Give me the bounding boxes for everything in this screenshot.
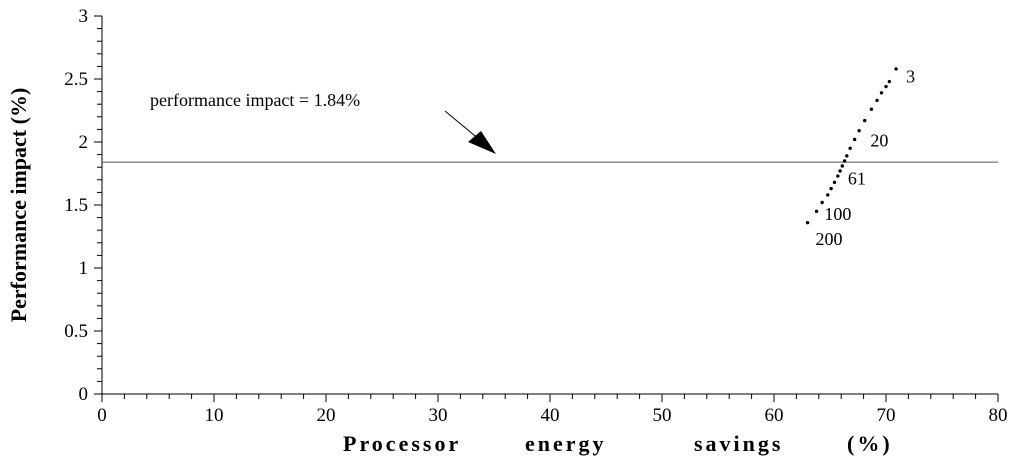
x-axis-label-word: (%) [847, 431, 893, 456]
data-point [853, 138, 856, 141]
y-tick-label: 3 [79, 6, 89, 27]
x-tick-label: 30 [429, 405, 448, 426]
data-point [863, 119, 866, 122]
x-tick-label: 40 [541, 405, 560, 426]
data-point [888, 80, 891, 83]
annotation-arrow-head [468, 131, 496, 154]
annotation-label: performance impact = 1.84% [150, 90, 360, 110]
data-point [857, 129, 860, 132]
data-point [826, 193, 829, 196]
data-point [829, 187, 832, 190]
y-tick-label: 2 [79, 132, 89, 153]
data-point [880, 91, 883, 94]
data-point [833, 181, 836, 184]
x-tick-label: 60 [765, 405, 784, 426]
x-axis-label-word: Processor [343, 431, 461, 456]
x-axis-label-word: savings [694, 431, 783, 456]
x-tick-label: 70 [877, 405, 896, 426]
y-tick-label: 0 [79, 384, 89, 405]
data-point [894, 67, 897, 70]
y-tick-label: 0.5 [64, 321, 88, 342]
x-tick-label: 10 [205, 405, 224, 426]
x-tick-label: 20 [317, 405, 336, 426]
y-tick-label: 1.5 [64, 195, 88, 216]
data-point [870, 108, 873, 111]
data-point [815, 210, 818, 213]
plot-frame [102, 16, 998, 394]
annotation-arrow [445, 111, 496, 154]
data-point [848, 147, 851, 150]
data-point [841, 164, 844, 167]
data-point [875, 99, 878, 102]
x-tick-label: 80 [989, 405, 1008, 426]
point-label: 200 [815, 229, 842, 249]
point-label: 61 [848, 169, 866, 189]
point-label: 20 [870, 131, 888, 151]
data-point [836, 174, 839, 177]
y-axis-ticks: 0 0.5 1 1.5 2 2.5 3 [64, 6, 102, 405]
data-point [838, 169, 841, 172]
data-point [845, 154, 848, 157]
x-axis-label: Processor energy savings (%) [343, 431, 893, 456]
data-point [806, 221, 809, 224]
y-tick-label: 1 [79, 258, 89, 279]
y-tick-label: 2.5 [64, 69, 88, 90]
data-point [884, 85, 887, 88]
data-point [820, 201, 823, 204]
point-label: 3 [906, 66, 915, 86]
x-axis-ticks: 0 10 20 30 40 50 60 70 80 [97, 394, 1007, 426]
x-axis-label-word: energy [525, 431, 607, 456]
x-tick-label: 50 [653, 405, 672, 426]
x-tick-label: 0 [97, 405, 107, 426]
data-point [843, 159, 846, 162]
point-label: 100 [824, 204, 851, 224]
y-axis-label: Performance impact (%) [6, 88, 31, 323]
